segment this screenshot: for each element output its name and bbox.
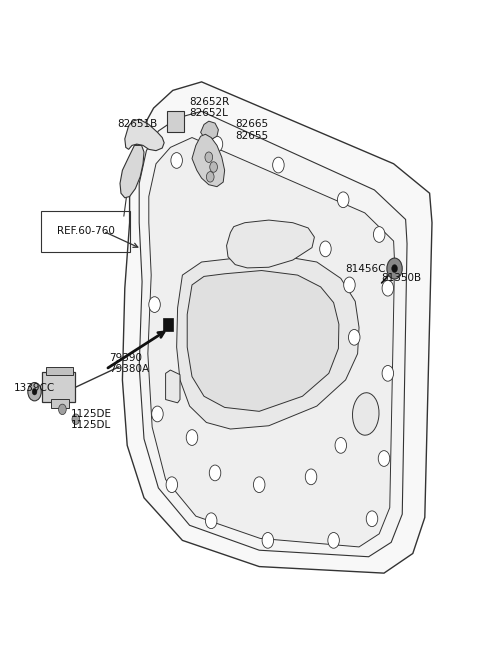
Circle shape <box>366 511 378 527</box>
Text: 1125DE: 1125DE <box>71 409 112 419</box>
Circle shape <box>382 365 394 381</box>
FancyBboxPatch shape <box>46 367 73 375</box>
Text: 1125DL: 1125DL <box>71 420 111 430</box>
Text: 82655: 82655 <box>235 130 268 141</box>
Circle shape <box>378 451 390 466</box>
Circle shape <box>59 404 66 415</box>
Polygon shape <box>122 82 432 573</box>
Polygon shape <box>177 255 359 429</box>
Ellipse shape <box>352 393 379 435</box>
Circle shape <box>392 265 397 272</box>
Text: 82665: 82665 <box>235 119 268 130</box>
Circle shape <box>205 152 213 162</box>
Circle shape <box>273 157 284 173</box>
Circle shape <box>149 297 160 312</box>
Circle shape <box>328 533 339 548</box>
Circle shape <box>344 277 355 293</box>
Text: 79390: 79390 <box>109 352 143 363</box>
Text: 81456C: 81456C <box>346 263 386 274</box>
Circle shape <box>387 258 402 279</box>
Polygon shape <box>192 134 225 187</box>
Polygon shape <box>187 271 339 411</box>
FancyBboxPatch shape <box>51 399 69 408</box>
Text: REF.60-760: REF.60-760 <box>57 226 115 236</box>
Text: 82652R: 82652R <box>190 96 230 107</box>
Text: 1339CC: 1339CC <box>13 383 55 394</box>
Polygon shape <box>166 370 180 403</box>
Circle shape <box>166 477 178 493</box>
Circle shape <box>373 227 385 242</box>
Circle shape <box>209 465 221 481</box>
FancyBboxPatch shape <box>42 372 75 402</box>
Circle shape <box>348 329 360 345</box>
Polygon shape <box>201 121 218 140</box>
Circle shape <box>205 513 217 529</box>
FancyBboxPatch shape <box>163 318 173 331</box>
Polygon shape <box>120 145 144 198</box>
Circle shape <box>335 438 347 453</box>
Circle shape <box>206 172 214 182</box>
Polygon shape <box>227 220 314 268</box>
Circle shape <box>186 430 198 445</box>
Circle shape <box>305 469 317 485</box>
Polygon shape <box>148 138 395 547</box>
Polygon shape <box>125 119 164 151</box>
Circle shape <box>382 280 394 296</box>
Text: 82651B: 82651B <box>118 119 158 130</box>
Circle shape <box>211 136 223 152</box>
Circle shape <box>337 192 349 208</box>
Circle shape <box>320 241 331 257</box>
Text: 79380A: 79380A <box>109 364 150 374</box>
Polygon shape <box>139 111 407 557</box>
Text: 81350B: 81350B <box>382 273 422 284</box>
Circle shape <box>28 383 41 401</box>
Text: 82652L: 82652L <box>190 107 228 118</box>
Circle shape <box>152 406 163 422</box>
FancyBboxPatch shape <box>167 111 184 132</box>
Circle shape <box>32 388 37 395</box>
Circle shape <box>210 162 217 172</box>
Circle shape <box>72 414 80 424</box>
Circle shape <box>171 153 182 168</box>
Circle shape <box>253 477 265 493</box>
Circle shape <box>262 533 274 548</box>
